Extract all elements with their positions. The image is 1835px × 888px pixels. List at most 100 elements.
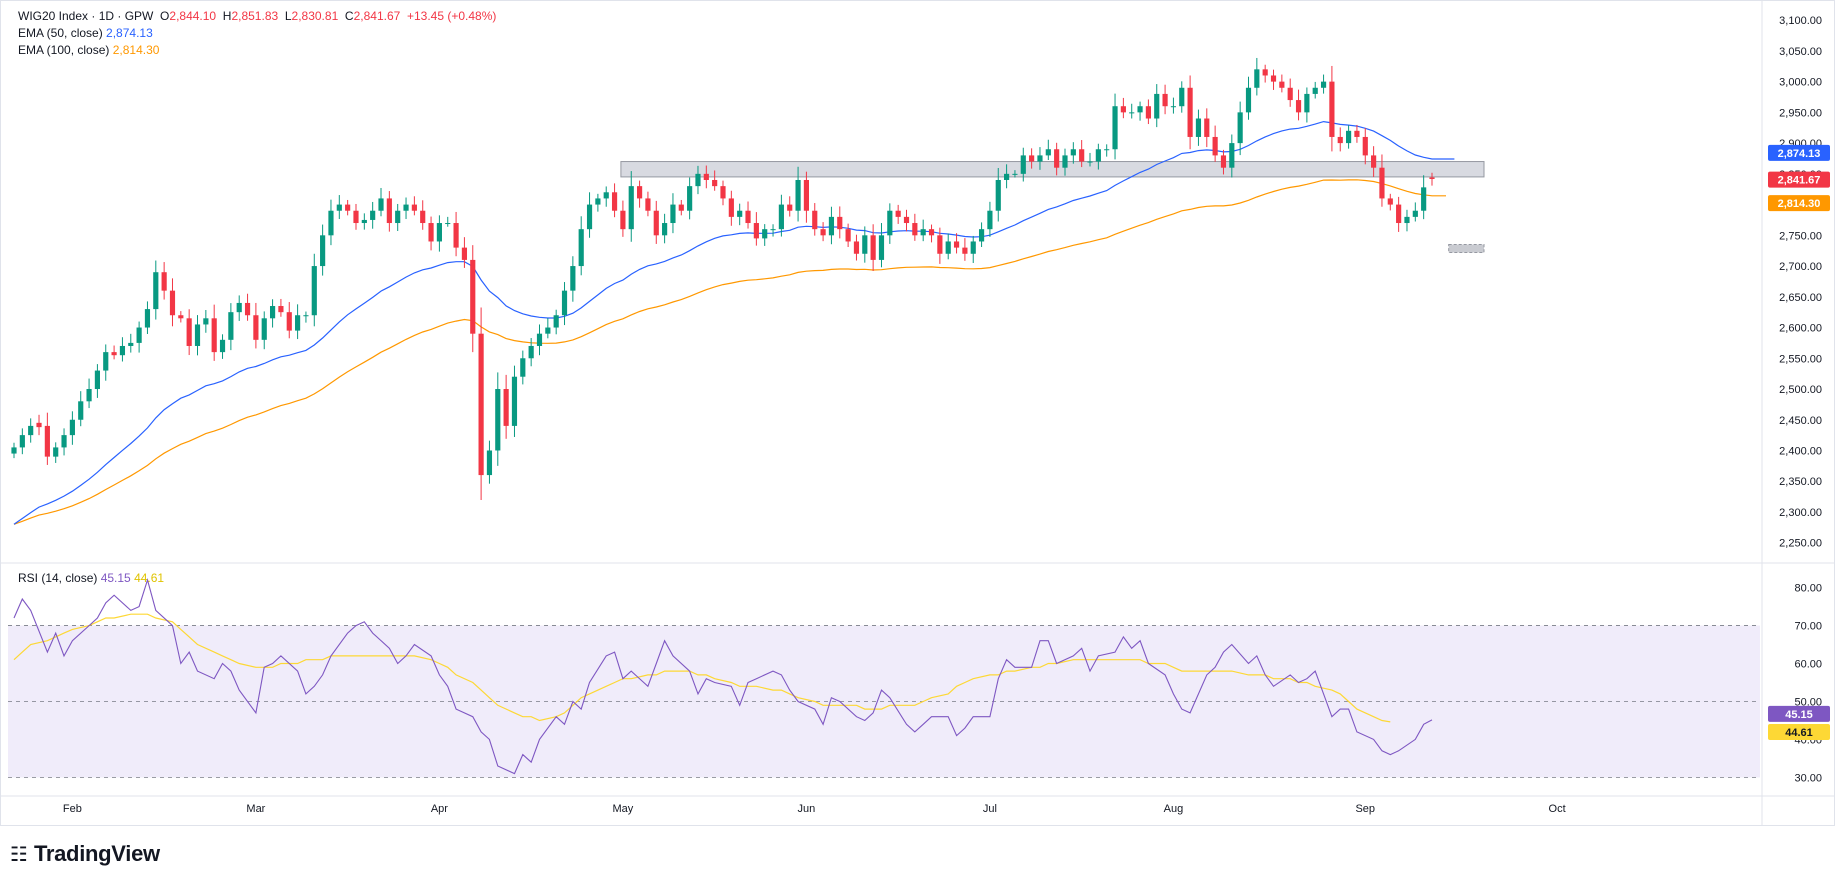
candle-body[interactable] <box>887 210 893 236</box>
candle-body[interactable] <box>878 235 885 260</box>
candle-body[interactable] <box>428 223 434 242</box>
candle-body[interactable] <box>1262 69 1268 76</box>
candle-body[interactable] <box>1029 155 1035 162</box>
candle-body[interactable] <box>269 306 276 319</box>
candle-body[interactable] <box>1137 106 1143 113</box>
candle-body[interactable] <box>445 223 451 225</box>
candle-body[interactable] <box>570 266 576 291</box>
candle-body[interactable] <box>161 272 167 291</box>
resistance-zone[interactable] <box>620 161 1485 178</box>
candle-body[interactable] <box>1287 87 1293 101</box>
candle-body[interactable] <box>1329 81 1335 137</box>
candle-body[interactable] <box>645 198 651 211</box>
candle-body[interactable] <box>378 198 384 211</box>
candle-body[interactable] <box>436 223 442 242</box>
candle-body[interactable] <box>928 229 935 236</box>
candle-body[interactable] <box>186 318 192 346</box>
candle-body[interactable] <box>678 204 684 211</box>
candle-body[interactable] <box>628 186 634 230</box>
candle-body[interactable] <box>720 186 726 199</box>
candle-body[interactable] <box>753 223 759 239</box>
candle-body[interactable] <box>1312 87 1318 94</box>
candle-body[interactable] <box>545 327 551 334</box>
candle-body[interactable] <box>1320 81 1327 88</box>
candle-body[interactable] <box>553 315 559 328</box>
candle-body[interactable] <box>1295 100 1302 113</box>
candle-body[interactable] <box>153 272 159 310</box>
symbol-label[interactable]: WIG20 Index · 1D · GPW <box>18 9 154 23</box>
candle-body[interactable] <box>1304 93 1310 113</box>
candle-body[interactable] <box>987 210 993 230</box>
candle-body[interactable] <box>845 229 851 242</box>
candle-body[interactable] <box>228 312 234 340</box>
candle-body[interactable] <box>1045 149 1051 156</box>
candle-body[interactable] <box>328 210 334 236</box>
candle-body[interactable] <box>144 309 151 328</box>
candle-body[interactable] <box>1412 210 1418 217</box>
candle-body[interactable] <box>203 318 209 325</box>
candle-body[interactable] <box>169 290 176 316</box>
candle-body[interactable] <box>1170 106 1177 108</box>
candle-body[interactable] <box>420 210 426 224</box>
candle-body[interactable] <box>1112 106 1118 150</box>
candle-body[interactable] <box>1062 155 1068 168</box>
candle-body[interactable] <box>219 339 226 353</box>
candle-body[interactable] <box>1037 155 1043 162</box>
rsi-legend[interactable]: RSI (14, close) 45.15 44.61 <box>18 571 164 585</box>
candle-body[interactable] <box>611 192 618 211</box>
candle-body[interactable] <box>119 345 126 356</box>
candle-body[interactable] <box>178 315 184 319</box>
candle-body[interactable] <box>286 312 292 331</box>
candle-body[interactable] <box>1379 167 1385 199</box>
candle-body[interactable] <box>962 247 968 254</box>
candle-body[interactable] <box>745 210 751 224</box>
candle-body[interactable] <box>1354 130 1360 137</box>
candle-body[interactable] <box>603 192 609 199</box>
candle-body[interactable] <box>194 324 201 346</box>
candle-body[interactable] <box>386 198 392 224</box>
candle-body[interactable] <box>712 179 718 187</box>
candle-body[interactable] <box>995 179 1001 211</box>
candle-body[interactable] <box>261 318 267 340</box>
candle-body[interactable] <box>1270 75 1277 82</box>
candle-body[interactable] <box>28 425 34 436</box>
candle-body[interactable] <box>1404 216 1410 224</box>
candle-body[interactable] <box>470 259 476 334</box>
candle-body[interactable] <box>253 315 259 340</box>
candle-body[interactable] <box>795 179 801 211</box>
candle-body[interactable] <box>1054 149 1060 168</box>
candle-body[interactable] <box>403 204 409 211</box>
candle-body[interactable] <box>978 229 985 242</box>
candle-body[interactable] <box>345 204 351 211</box>
candle-body[interactable] <box>1254 69 1260 88</box>
candle-body[interactable] <box>278 306 284 313</box>
candle-body[interactable] <box>1087 161 1093 163</box>
candle-body[interactable] <box>895 210 901 217</box>
candle-body[interactable] <box>1187 87 1193 137</box>
candle-body[interactable] <box>111 352 117 356</box>
candle-body[interactable] <box>762 229 768 239</box>
candle-body[interactable] <box>703 173 709 180</box>
candle-body[interactable] <box>1195 118 1202 137</box>
candle-body[interactable] <box>94 370 100 390</box>
candle-body[interactable] <box>728 198 734 217</box>
candle-body[interactable] <box>1120 106 1126 113</box>
candle-body[interactable] <box>1279 81 1285 88</box>
candle-body[interactable] <box>1362 136 1368 156</box>
candle-body[interactable] <box>920 229 926 236</box>
candle-body[interactable] <box>1346 130 1352 144</box>
ema50-line[interactable] <box>13 120 1455 525</box>
candle-body[interactable] <box>136 327 142 343</box>
candle-body[interactable] <box>1396 204 1402 224</box>
candle-body[interactable] <box>11 447 17 454</box>
candle-body[interactable] <box>578 229 584 267</box>
ema100-line[interactable] <box>13 179 1447 525</box>
candle-body[interactable] <box>787 204 793 211</box>
candle-body[interactable] <box>311 266 317 316</box>
support-zone[interactable] <box>1448 244 1485 254</box>
candle-body[interactable] <box>1020 155 1026 174</box>
candle-body[interactable] <box>970 241 976 254</box>
candle-body[interactable] <box>244 302 251 316</box>
candle-body[interactable] <box>486 450 493 476</box>
